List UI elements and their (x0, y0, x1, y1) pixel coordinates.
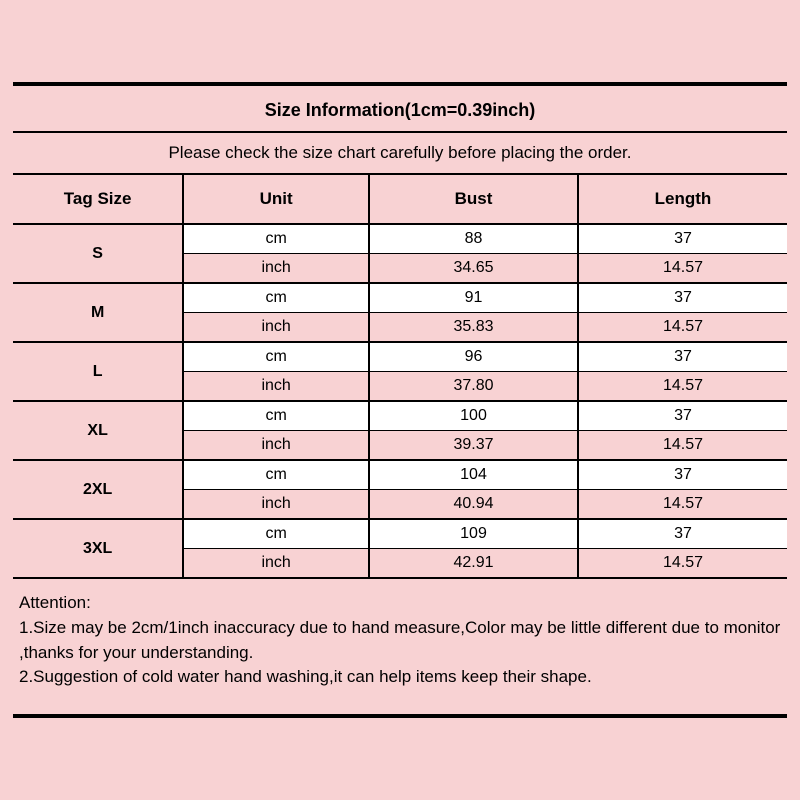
col-header-tag-size: Tag Size (13, 175, 183, 224)
table-row: Mcm9137 (13, 283, 787, 313)
bust-cell: 39.37 (369, 431, 578, 461)
unit-cell: inch (183, 431, 369, 461)
length-cell: 14.57 (578, 549, 787, 579)
tag-size-cell: XL (13, 401, 183, 460)
attention-heading: Attention: (19, 591, 781, 616)
table-header-row: Tag Size Unit Bust Length (13, 175, 787, 224)
bust-cell: 42.91 (369, 549, 578, 579)
col-header-unit: Unit (183, 175, 369, 224)
size-chart-container: Size Information(1cm=0.39inch) Please ch… (13, 82, 787, 718)
length-cell: 14.57 (578, 254, 787, 284)
unit-cell: cm (183, 342, 369, 372)
length-cell: 37 (578, 460, 787, 490)
bust-cell: 96 (369, 342, 578, 372)
unit-cell: inch (183, 372, 369, 402)
length-cell: 14.57 (578, 490, 787, 520)
tag-size-cell: M (13, 283, 183, 342)
attention-block: Attention: 1.Size may be 2cm/1inch inacc… (13, 579, 787, 714)
table-row: Scm8837 (13, 224, 787, 254)
length-cell: 37 (578, 283, 787, 313)
length-cell: 37 (578, 224, 787, 254)
attention-line-1: 1.Size may be 2cm/1inch inaccuracy due t… (19, 616, 781, 665)
length-cell: 14.57 (578, 431, 787, 461)
table-row: 3XLcm10937 (13, 519, 787, 549)
bust-cell: 34.65 (369, 254, 578, 284)
chart-subtitle: Please check the size chart carefully be… (13, 133, 787, 175)
col-header-bust: Bust (369, 175, 578, 224)
tag-size-cell: 3XL (13, 519, 183, 578)
tag-size-cell: L (13, 342, 183, 401)
unit-cell: cm (183, 401, 369, 431)
length-cell: 37 (578, 342, 787, 372)
chart-title: Size Information(1cm=0.39inch) (13, 86, 787, 133)
length-cell: 37 (578, 401, 787, 431)
unit-cell: cm (183, 224, 369, 254)
unit-cell: inch (183, 549, 369, 579)
unit-cell: cm (183, 519, 369, 549)
bust-cell: 40.94 (369, 490, 578, 520)
col-header-length: Length (578, 175, 787, 224)
size-table: Tag Size Unit Bust Length Scm8837inch34.… (13, 175, 787, 579)
size-table-body: Scm8837inch34.6514.57Mcm9137inch35.8314.… (13, 224, 787, 578)
attention-line-2: 2.Suggestion of cold water hand washing,… (19, 665, 781, 690)
bust-cell: 91 (369, 283, 578, 313)
bust-cell: 88 (369, 224, 578, 254)
table-row: XLcm10037 (13, 401, 787, 431)
unit-cell: cm (183, 460, 369, 490)
unit-cell: cm (183, 283, 369, 313)
unit-cell: inch (183, 490, 369, 520)
bust-cell: 35.83 (369, 313, 578, 343)
bust-cell: 37.80 (369, 372, 578, 402)
length-cell: 14.57 (578, 372, 787, 402)
bust-cell: 109 (369, 519, 578, 549)
table-row: 2XLcm10437 (13, 460, 787, 490)
bust-cell: 104 (369, 460, 578, 490)
tag-size-cell: 2XL (13, 460, 183, 519)
unit-cell: inch (183, 313, 369, 343)
unit-cell: inch (183, 254, 369, 284)
bust-cell: 100 (369, 401, 578, 431)
length-cell: 37 (578, 519, 787, 549)
length-cell: 14.57 (578, 313, 787, 343)
tag-size-cell: S (13, 224, 183, 283)
table-row: Lcm9637 (13, 342, 787, 372)
